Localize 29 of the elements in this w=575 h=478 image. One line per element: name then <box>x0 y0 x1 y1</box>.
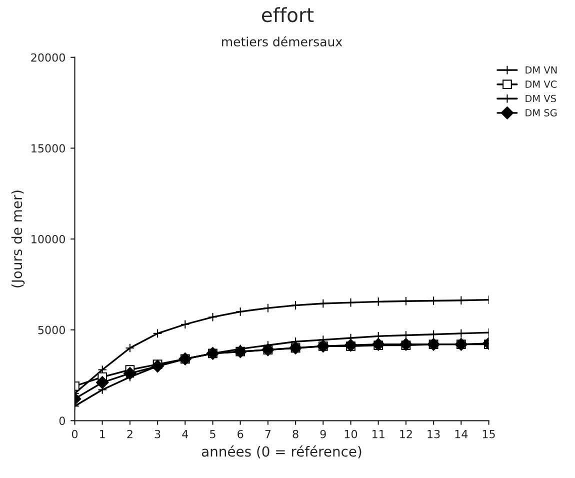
y-tick-label: 0 <box>59 416 65 426</box>
y-tick-label: 20000 <box>31 53 65 62</box>
chart-subtitle: metiers démersaux <box>222 36 342 46</box>
x-tick-label: 4 <box>182 430 188 438</box>
x-tick-label: 7 <box>265 430 271 438</box>
legend-label: DM VS <box>526 94 556 102</box>
x-tick-label: 6 <box>238 430 244 438</box>
x-tick-label: 0 <box>72 430 78 438</box>
x-tick-label: 13 <box>428 430 440 438</box>
x-tick-label: 12 <box>400 430 412 438</box>
x-axis-title: années (0 = référence) <box>202 445 362 458</box>
x-tick-label: 9 <box>320 430 326 438</box>
x-tick-label: 14 <box>455 430 468 438</box>
legend-label: DM VC <box>526 80 557 88</box>
x-tick-label: 1 <box>100 430 105 438</box>
x-tick-label: 5 <box>210 430 216 438</box>
y-tick-label: 15000 <box>32 144 65 153</box>
y-axis-title: (Jours de mer) <box>11 190 25 288</box>
x-tick-label: 3 <box>154 430 160 438</box>
legend-label: DM VN <box>526 66 557 74</box>
legend-label: DM SG <box>526 109 557 116</box>
x-tick-label: 15 <box>482 430 495 438</box>
x-tick-label: 8 <box>292 430 298 438</box>
chart-title: effort <box>262 7 314 22</box>
x-tick-label: 2 <box>127 430 132 438</box>
x-tick-label: 11 <box>372 430 384 438</box>
y-tick-label: 5000 <box>38 326 65 334</box>
y-tick-label: 10000 <box>32 234 65 244</box>
x-tick-label: 10 <box>344 430 358 438</box>
